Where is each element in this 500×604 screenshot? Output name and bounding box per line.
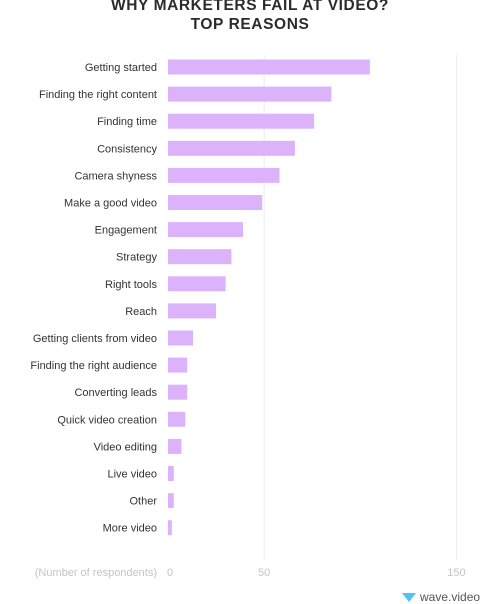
category-label: Live video xyxy=(107,469,157,481)
category-labels: Getting started Finding the right content… xyxy=(30,62,157,535)
watermark: wave.video xyxy=(402,590,480,604)
bar xyxy=(168,167,280,183)
category-label: Quick video creation xyxy=(57,414,157,426)
category-label: Strategy xyxy=(116,252,157,264)
category-label: Getting started xyxy=(85,62,157,74)
x-axis-ticks: 0 50 150 xyxy=(167,567,466,579)
bar xyxy=(168,330,193,346)
bar xyxy=(168,113,315,129)
watermark-text: wave.video xyxy=(420,590,481,604)
category-label: Converting leads xyxy=(74,387,157,399)
bar xyxy=(168,59,370,75)
category-label: Getting clients from video xyxy=(33,333,157,345)
x-tick-label: 150 xyxy=(447,567,465,579)
chart-subtitle: TOP REASONS xyxy=(190,16,310,33)
x-axis-label: (Number of respondents) xyxy=(35,567,157,579)
bar xyxy=(168,222,243,238)
category-label: Finding the right audience xyxy=(30,360,157,372)
category-label: Finding time xyxy=(97,116,157,128)
bar xyxy=(168,384,188,400)
bars xyxy=(168,59,370,536)
bar xyxy=(168,140,295,156)
bar xyxy=(168,249,232,265)
category-label: Camera shyness xyxy=(74,170,157,182)
bar xyxy=(168,520,172,536)
chart-title: WHY MARKETERS FAIL AT VIDEO? xyxy=(110,0,389,14)
bar xyxy=(168,195,263,210)
x-tick-label: 0 xyxy=(167,567,173,579)
category-label: Engagement xyxy=(95,225,157,237)
bar xyxy=(168,86,332,102)
category-label: Reach xyxy=(125,306,157,318)
bar xyxy=(168,276,226,292)
grid-lines xyxy=(263,55,457,560)
bar xyxy=(168,466,174,481)
bar xyxy=(168,411,186,427)
x-tick-label: 50 xyxy=(258,567,270,579)
wave-logo-icon xyxy=(402,593,416,603)
category-label: Consistency xyxy=(97,143,157,155)
category-label: Make a good video xyxy=(64,198,157,210)
category-label: Right tools xyxy=(105,279,157,291)
bar xyxy=(168,357,188,373)
category-label: Other xyxy=(129,496,157,508)
bar xyxy=(168,303,217,319)
bar xyxy=(168,438,182,454)
category-label: Video editing xyxy=(94,441,157,453)
category-label: More video xyxy=(103,523,157,535)
category-label: Finding the right content xyxy=(39,89,157,101)
bar xyxy=(168,493,174,509)
